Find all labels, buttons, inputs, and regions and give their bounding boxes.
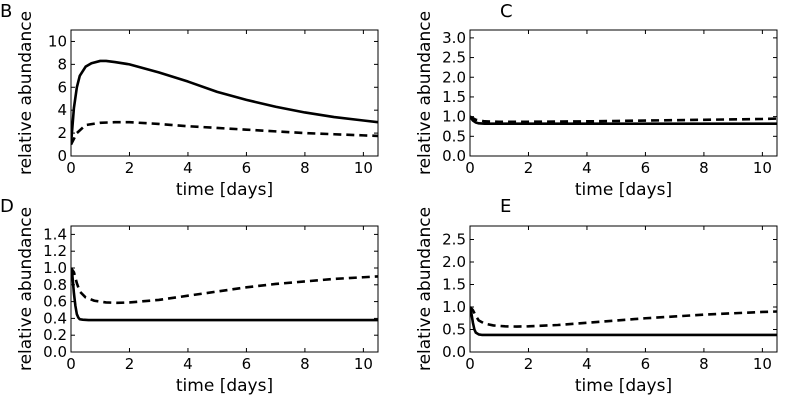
panel-c: 0 2 4 6 8 10 0.0 0.51.0 1.5 2.02.5 3.0 time [days] r… [415,1,778,200]
panel-label: E [500,196,511,217]
x-tick-label: 0 [66,355,76,373]
y-tick-label: 1.2 [43,242,67,260]
panel-label: B [0,1,12,22]
x-tick-label: 2 [125,355,135,373]
panel-d: 0 2 4 6 8 10 0.00.20.40.60.81.01.21.4 time [day… [0,196,379,396]
y-tick-label: 2 [57,124,67,142]
panel-e: 0 2 4 6 8 10 0.0 0.5 1.0 1.5 2.0 2.5 time [days] rela… [415,196,778,396]
y-tick-label: 8 [57,55,67,73]
y-axis-label: relative abundance [16,11,36,175]
x-tick-label: 2 [524,355,534,373]
x-tick-label: 6 [641,355,651,373]
y-axis-label: relative abundance [16,207,36,371]
series-line-solid [71,267,378,322]
x-tick-label: 6 [242,159,252,177]
x-tick-label: 6 [242,355,252,373]
series-line-solid [470,115,777,126]
x-tick-label: 8 [300,159,310,177]
panel-b: 0 2 4 6 8 10 0 2 4 6 8 10 time [days] relative abunda… [0,1,379,200]
x-axis-label: time [days] [176,376,273,396]
x-tick-label: 4 [183,159,193,177]
x-tick-label: 4 [582,355,592,373]
axes-frame [70,225,379,353]
y-tick-label: 0.6 [43,293,67,311]
x-axis-label: time [days] [575,376,672,396]
x-tick-label: 4 [183,355,193,373]
x-tick-label: 6 [641,159,651,177]
x-axis-label: time [days] [575,180,672,200]
y-tick-label: 0.5 [442,127,466,145]
series-line-solid [71,59,378,145]
y-axis-label: relative abundance [415,207,435,371]
axes-frame [469,29,778,157]
series-line-dashed [470,306,777,328]
y-tick-label: 1.5 [442,88,466,106]
y-tick-label: 0.0 [442,343,466,361]
y-tick-label: 0.8 [43,276,67,294]
y-tick-label: 1.5 [442,276,466,294]
y-tick-label: 1.0 [442,108,466,126]
y-tick-label: 0.0 [43,343,67,361]
series-line-solid [470,306,777,337]
x-tick-label: 2 [125,159,135,177]
x-tick-label: 8 [699,355,709,373]
x-tick-label: 0 [465,159,475,177]
x-tick-label: 10 [354,355,373,373]
x-tick-label: 8 [300,355,310,373]
axes-frame [70,29,379,157]
y-tick-label: 3.0 [442,29,466,47]
panel-label: C [500,1,513,22]
y-tick-label: 0.5 [442,321,466,339]
x-tick-label: 0 [66,159,76,177]
y-tick-label: 6 [57,78,67,96]
panel-label: D [0,196,14,217]
series-line-dashed [71,267,378,305]
x-tick-label: 10 [753,355,772,373]
series-line-dashed [470,115,777,124]
y-tick-label: 0.2 [43,326,67,344]
y-tick-label: 0.0 [442,147,466,165]
x-axis-label: time [days] [176,180,273,200]
y-axis-label: relative abundance [415,11,435,175]
y-tick-label: 4 [57,101,67,119]
x-tick-label: 4 [582,159,592,177]
y-tick-label: 2.0 [442,68,466,86]
y-tick-label: 2.5 [442,49,466,67]
x-tick-label: 0 [465,355,475,373]
x-tick-label: 8 [699,159,709,177]
y-tick-label: 1.0 [43,259,67,277]
y-tick-label: 0.4 [43,309,67,327]
axes-frame [469,225,778,353]
x-tick-label: 10 [753,159,772,177]
y-tick-label: 1.4 [43,225,67,243]
y-tick-label: 1.0 [442,298,466,316]
y-tick-label: 2.0 [442,253,466,271]
series-line-dashed [71,120,378,146]
y-tick-label: 10 [48,32,67,50]
x-tick-label: 10 [354,159,373,177]
y-tick-label: 0 [57,147,67,165]
y-tick-label: 2.5 [442,231,466,249]
x-tick-label: 2 [524,159,534,177]
